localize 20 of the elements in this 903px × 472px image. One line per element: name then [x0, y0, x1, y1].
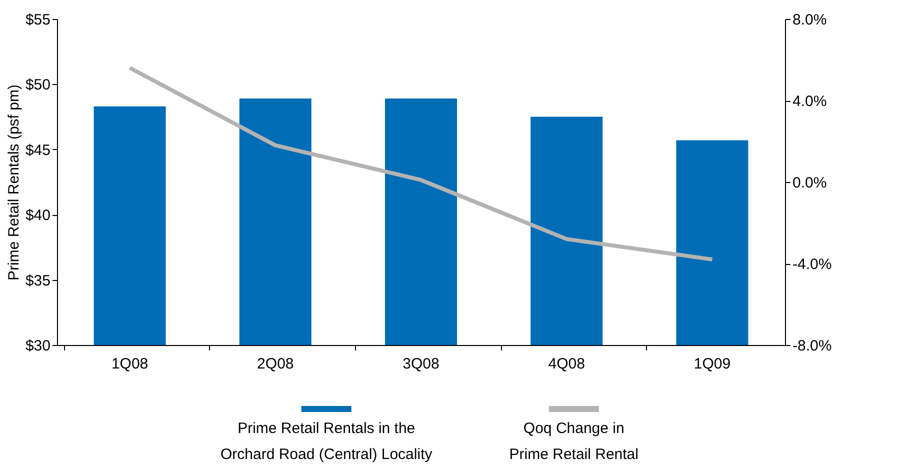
y-tick-label: $55 [25, 12, 50, 28]
y-tick-label: $35 [25, 272, 50, 290]
y-axis-title: Prime Retail Rentals (psf pm) [5, 84, 22, 280]
y2-tick-label: -4.0% [792, 256, 832, 273]
y-tick-label: $50 [25, 76, 50, 94]
y2-tick-label: 0.0% [792, 174, 827, 192]
y2-tick-label: 4.0% [792, 93, 827, 110]
y-tick-label: $40 [25, 207, 50, 224]
x-tick-label: 2Q08 [257, 356, 294, 372]
y2-tick-label: 8.0% [792, 12, 827, 28]
legend-label: Qoq Change in Prime Retail Rental [509, 420, 638, 463]
x-tick-label: 1Q09 [694, 356, 731, 372]
line-series [128, 66, 714, 262]
x-tick-label: 4Q08 [548, 356, 585, 372]
legend-label: Prime Retail Rentals in the Orchard Road (Central) Locality [220, 420, 433, 463]
x-tick-label: 1Q08 [111, 356, 148, 372]
x-tick-label: 3Q08 [402, 356, 440, 372]
y2-tick-label: -8.0% [792, 338, 832, 354]
y-tick-label: $30 [25, 338, 50, 354]
y-tick-label: $45 [25, 142, 50, 159]
